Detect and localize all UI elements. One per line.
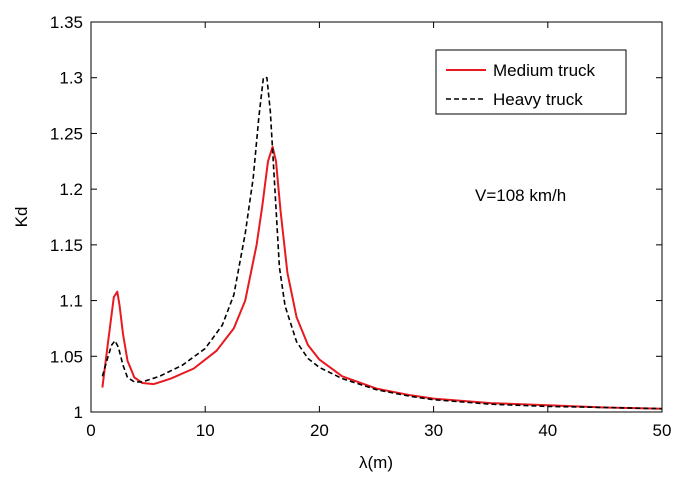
y-tick-label: 1.05	[50, 347, 83, 366]
legend: Medium truck Heavy truck	[435, 49, 627, 115]
series-layer	[101, 76, 663, 410]
y-tick-label: 1	[74, 403, 83, 422]
y-tick-label: 1.15	[50, 236, 83, 255]
series-line-heavy-truck	[101, 76, 663, 410]
y-tick-label: 1.2	[59, 180, 83, 199]
x-tick-label: 30	[424, 421, 443, 440]
axis-ticks: 0 10 20 30 40 50 1 1.05 1.1 1.15 1.2 1.25 1.3 1.35	[50, 13, 672, 440]
y-tick-label: 1.35	[50, 13, 83, 32]
x-axis-label: λ(m)	[359, 453, 393, 472]
legend-box	[435, 49, 627, 115]
x-tick-label: 40	[538, 421, 557, 440]
legend-label-heavy-truck: Heavy truck	[493, 90, 583, 109]
legend-label-medium-truck: Medium truck	[493, 61, 596, 80]
annotation-speed: V=108 km/h	[475, 186, 566, 205]
x-tick-label: 0	[86, 421, 95, 440]
x-tick-label: 10	[196, 421, 215, 440]
y-tick-label: 1.25	[50, 124, 83, 143]
series-line-medium-truck	[101, 145, 663, 410]
y-tick-label: 1.1	[59, 292, 83, 311]
y-axis-label: Kd	[12, 207, 31, 228]
x-tick-label: 20	[310, 421, 329, 440]
y-tick-label: 1.3	[59, 69, 83, 88]
x-tick-label: 50	[653, 421, 672, 440]
